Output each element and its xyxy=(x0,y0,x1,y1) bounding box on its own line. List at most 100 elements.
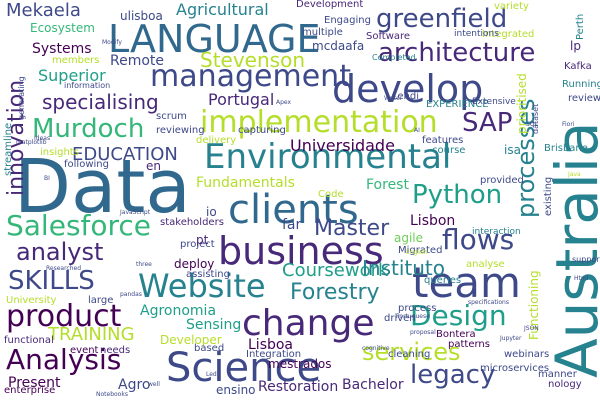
word-following: following xyxy=(64,159,109,170)
word-review: review xyxy=(568,93,600,104)
word-ulisboa: ulisboa xyxy=(120,9,163,23)
word-training: TRAINING xyxy=(48,324,135,345)
word-nology: nology xyxy=(548,379,582,390)
word-agro: Agro xyxy=(118,377,151,393)
word-fundamentals: Fundamentals xyxy=(196,175,295,191)
word-ecosystem: Ecosystem xyxy=(30,21,95,35)
word-matplotlib: matplotlib xyxy=(16,139,47,146)
word-process: process xyxy=(398,303,437,314)
word-mcdaafa: mcdaafa xyxy=(312,39,365,53)
word-cleaning: cleaning xyxy=(388,349,431,360)
word-forest: Forest xyxy=(366,177,409,193)
word-course: course xyxy=(432,145,466,156)
word-interaction: interaction xyxy=(472,227,521,237)
word-io: io xyxy=(206,205,217,219)
word-product: product xyxy=(6,299,122,334)
word-completed: Completed xyxy=(372,53,416,62)
word-based: based xyxy=(194,343,225,354)
word-delivery: delivery xyxy=(196,135,237,146)
word-management: management xyxy=(150,59,351,94)
word-manner: manner xyxy=(538,369,577,380)
word-code: Code xyxy=(318,189,344,200)
word-functional: functional xyxy=(4,335,54,346)
word-large: large xyxy=(88,295,114,306)
word-writer: Writer xyxy=(384,95,403,102)
word-multiple: multiple xyxy=(302,27,343,38)
word-instituto: Instituto xyxy=(362,256,445,280)
word-project: project xyxy=(180,239,215,250)
word-university: University xyxy=(6,295,57,306)
word-change: change xyxy=(242,303,375,344)
word-streamline: streamline xyxy=(3,122,14,176)
word-services: services xyxy=(362,338,461,366)
word-dataset: dataset xyxy=(531,103,540,134)
word-coursework: Coursework xyxy=(282,260,389,281)
word-kafka: Kafka xyxy=(564,61,592,72)
word-running: Running xyxy=(562,79,600,90)
word-cognitive: cognitive xyxy=(362,345,390,352)
word-universidade: Universidade xyxy=(290,136,395,155)
word-clients: clients xyxy=(228,187,359,233)
word-webinars: webinars xyxy=(504,349,550,360)
word-existing: existing xyxy=(543,176,554,216)
word-capturing: capturing xyxy=(238,125,286,136)
word-portuguese: Portuguese xyxy=(396,313,430,320)
word-variety: variety xyxy=(494,1,529,12)
word-python: Python xyxy=(412,180,503,210)
word-engaging: Engaging xyxy=(324,15,371,26)
word-stakeholders: stakeholders xyxy=(160,217,224,228)
word-jupyter: Jupyter xyxy=(500,335,522,342)
word-javascript: JavaScript xyxy=(120,209,151,216)
word-australia: Australia xyxy=(543,121,600,378)
word-website: Website xyxy=(138,267,266,305)
word-superior: Superior xyxy=(38,66,106,85)
word-science: Science xyxy=(166,345,322,391)
word-sap: SAP xyxy=(462,108,513,138)
word-systems: Systems xyxy=(32,41,92,57)
word-develop: develop xyxy=(332,67,484,111)
word-legacy: legacy xyxy=(410,360,496,390)
word-lisboa: Lisboa xyxy=(248,337,294,353)
word-ensino: ensino xyxy=(216,383,256,397)
word-extensive: Extensive xyxy=(472,97,516,107)
word-lisbon: Lisbon xyxy=(410,213,456,229)
word-generating: generating xyxy=(17,76,26,120)
word-development: Development xyxy=(296,0,364,10)
word-pt: pt xyxy=(196,233,209,247)
word-murdoch: Murdoch xyxy=(32,114,145,144)
word-bontera: Bontera xyxy=(436,329,476,340)
word-analysis: Analysis xyxy=(6,343,122,376)
word-notebooks: Notebooks xyxy=(96,391,128,398)
word-implementation: implementation xyxy=(200,105,438,140)
word-sensing: Sensing xyxy=(186,317,242,333)
word-restoration: Restoration xyxy=(258,379,339,395)
word-insights: insights xyxy=(40,147,79,158)
word-analyst: analyst xyxy=(16,238,104,266)
word-json: JSON xyxy=(524,325,539,332)
word-agronomia: Agronomia xyxy=(140,303,217,319)
word-team: team xyxy=(412,258,521,307)
word-event: event xyxy=(70,345,99,356)
word-patterns: patterns xyxy=(448,339,490,350)
word-mekaela: Mekaela xyxy=(6,0,81,21)
word-well: well xyxy=(148,381,160,388)
word-information: information xyxy=(64,81,111,90)
word-master: Master xyxy=(314,216,390,241)
word-education: EDUCATION xyxy=(72,144,178,165)
word-needs: needs xyxy=(100,345,131,356)
word-english: English xyxy=(406,249,428,256)
word-microservices: microservices xyxy=(480,363,550,374)
word-greenfield: greenfield xyxy=(376,4,508,34)
word-queries: queries xyxy=(424,275,462,286)
word-java: Java xyxy=(568,171,581,178)
word-support: support xyxy=(572,255,600,264)
word-agile: agile xyxy=(394,231,424,245)
word-reviewing: reviewing xyxy=(156,125,205,136)
word-perth: Perth xyxy=(575,13,586,40)
word-language: LANGUAGE xyxy=(108,17,321,61)
word-apex: Apex xyxy=(276,99,292,106)
word-architecture: architecture xyxy=(378,38,536,68)
word-stevenson: Stevenson xyxy=(200,48,305,72)
word-analyse: analyse xyxy=(466,259,505,270)
